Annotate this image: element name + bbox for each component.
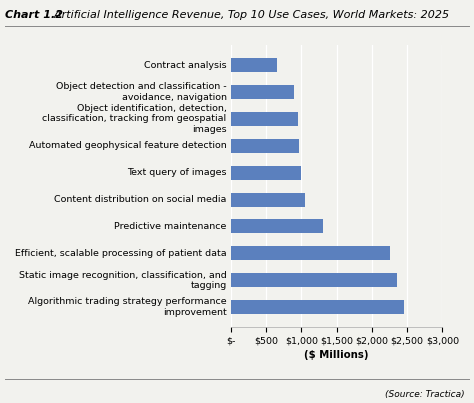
Bar [231, 193, 305, 206]
X-axis label: ($ Millions): ($ Millions) [304, 350, 369, 360]
Bar [231, 273, 397, 287]
Text: Artificial Intelligence Revenue, Top 10 Use Cases, World Markets: 2025: Artificial Intelligence Revenue, Top 10 … [40, 10, 449, 20]
Bar [231, 112, 298, 126]
Bar [231, 219, 322, 233]
Text: Chart 1.2: Chart 1.2 [5, 10, 63, 20]
Bar [231, 166, 301, 180]
Bar [231, 300, 404, 314]
Bar [231, 139, 299, 153]
Bar [231, 85, 294, 99]
Bar [231, 246, 390, 260]
Text: (Source: Tractica): (Source: Tractica) [385, 390, 465, 399]
Bar [231, 58, 277, 72]
